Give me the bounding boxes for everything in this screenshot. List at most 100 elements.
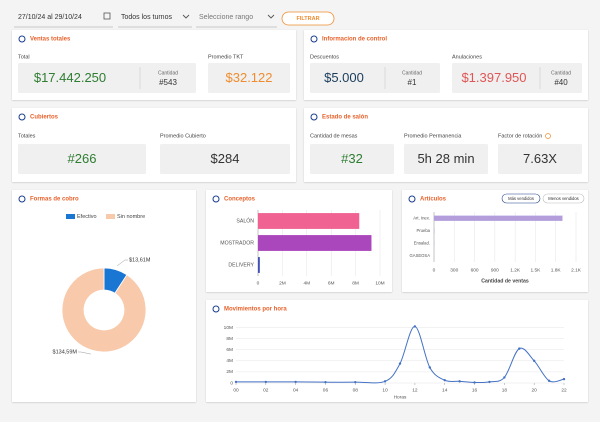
chevron [182, 14, 190, 19]
x-tick-label: 0 [257, 280, 260, 286]
card-title: Informacion de control [322, 37, 387, 43]
label: Promedio Cubierto [160, 133, 206, 139]
x-tick-label: 16 [472, 387, 478, 393]
line-point [324, 380, 327, 384]
y-tick-label: 6M [226, 347, 233, 353]
x-tick-label: 300 [450, 267, 458, 273]
card-title: Ventas totales [30, 37, 71, 43]
line-point [518, 347, 521, 350]
filter-button[interactable] [281, 11, 335, 26]
line-point [354, 380, 357, 384]
x-axis-label: Horas [394, 394, 407, 400]
card-icon [408, 195, 416, 203]
shift-select[interactable]: Todos los turnos [121, 14, 172, 21]
x-tick-label: 18 [502, 387, 508, 393]
x-tick-label: 6M [328, 280, 335, 286]
x-tick-label: 1.5K [530, 267, 541, 273]
stat-value: $5.000 [324, 70, 364, 85]
card-icon [310, 113, 318, 121]
label: Anulaciones [452, 54, 482, 60]
date-range[interactable]: 27/10/24 al 29/10/24 [18, 14, 82, 21]
tab-label[interactable]: Más vendidos [508, 196, 534, 201]
x-tick-label: 12 [412, 387, 418, 393]
card-icon [18, 113, 26, 121]
bar [258, 257, 260, 273]
x-tick-label: 04 [293, 387, 299, 393]
chevron [267, 14, 275, 19]
count-label: Cantidad [551, 70, 571, 76]
y-tick-label: Prueba [416, 228, 430, 233]
y-tick-label: Ensalad. [414, 240, 430, 245]
card-title: Cubiertos [30, 115, 59, 121]
tab-label[interactable]: Menos vendidos [548, 196, 579, 201]
stat-box [310, 63, 440, 93]
range-select[interactable]: Seleccione rango [199, 14, 253, 21]
x-axis-label: Cantidad de ventas [481, 278, 529, 284]
count-value: #1 [408, 78, 417, 87]
x-tick-label: 08 [353, 387, 359, 393]
bar [434, 215, 563, 221]
line-point [488, 380, 491, 384]
card [206, 300, 588, 402]
x-tick-label: 10 [382, 387, 388, 393]
x-tick-label: 900 [491, 267, 499, 273]
x-tick-label: 06 [323, 387, 329, 393]
y-tick-label: GASEOSA [410, 253, 431, 258]
card-title: Formas de cobro [30, 197, 79, 203]
stat-box [18, 144, 146, 174]
label: Promedio Permanencia [404, 133, 462, 139]
y-tick-label: SALÓN [236, 217, 254, 224]
stat-box [208, 63, 290, 93]
x-tick-label: 20 [532, 387, 538, 393]
line-point [264, 380, 268, 384]
x-tick-label: 10M [375, 280, 384, 286]
data-label: $134,59M [53, 349, 78, 355]
line-point [413, 325, 417, 328]
stat-value: $32.122 [226, 70, 273, 85]
tab-button[interactable] [542, 193, 585, 204]
y-tick-label: DELIVERY [228, 262, 254, 268]
x-tick-label: 2M [279, 280, 286, 286]
label: Descuentos [310, 54, 339, 60]
line-point [294, 380, 297, 384]
stat-value: #32 [341, 151, 363, 166]
filter-button-label[interactable]: FILTRAR [296, 16, 319, 22]
line-point [562, 377, 566, 381]
card-title: Artículos [420, 197, 447, 203]
bar [258, 235, 372, 251]
line-point [503, 376, 506, 379]
tab-button[interactable] [501, 193, 541, 204]
stat-box [404, 144, 488, 174]
y-tick-label: 4M [226, 358, 233, 364]
x-tick-label: 4M [303, 280, 310, 286]
card-icon [18, 35, 26, 43]
legend-label: Sin nombre [117, 214, 145, 220]
card-icon [18, 195, 26, 203]
bar [258, 213, 360, 229]
line-point [547, 379, 551, 382]
label: Cantidad de mesas [310, 133, 358, 139]
card-title: Movimientos por hora [224, 307, 287, 313]
legend-label: Efectivo [77, 214, 97, 220]
y-tick-label: Art. Inex. [413, 215, 430, 220]
stat-box [310, 144, 394, 174]
count-label: Cantidad [402, 70, 422, 76]
stat-value: 7.63X [523, 151, 557, 166]
line-point [234, 380, 238, 384]
x-tick-label: 1.2K [510, 267, 521, 273]
x-tick-label: 00 [233, 387, 239, 393]
pie-slice [61, 267, 147, 353]
label: Promedio TKT [208, 54, 244, 60]
leader-line [78, 351, 91, 355]
y-tick-label: 10M [224, 325, 233, 331]
label: Factor de rotación [498, 133, 542, 139]
stat-box [452, 63, 582, 93]
line-point [428, 366, 432, 369]
x-tick-label: 1.8K [551, 267, 562, 273]
y-tick-label: 2M [226, 369, 233, 375]
y-tick-label: 0 [230, 380, 233, 386]
card-icon [212, 195, 220, 203]
legend-swatch [66, 214, 75, 219]
stat-value: $284 [211, 151, 240, 166]
